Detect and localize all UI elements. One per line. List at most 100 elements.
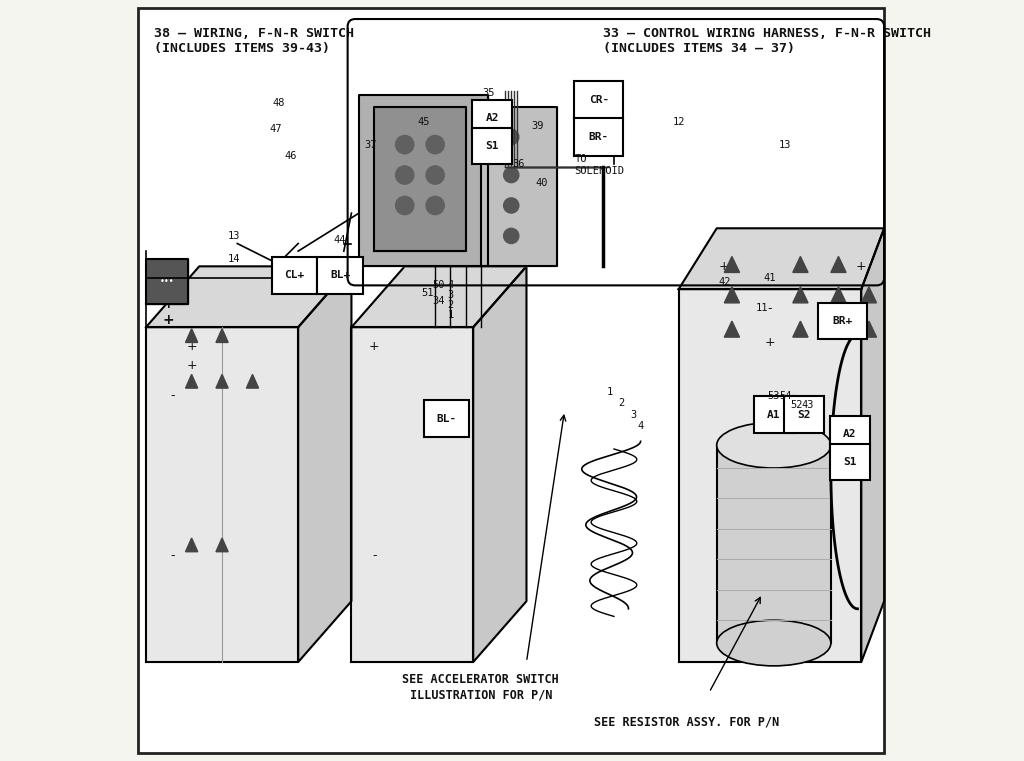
Polygon shape	[679, 289, 861, 662]
Circle shape	[504, 228, 519, 244]
Text: •••: •••	[160, 277, 174, 286]
Text: BR-: BR-	[589, 132, 609, 142]
Text: 3: 3	[630, 409, 636, 420]
Polygon shape	[830, 256, 846, 272]
Text: +: +	[719, 260, 730, 273]
Polygon shape	[724, 287, 739, 303]
Polygon shape	[724, 321, 739, 337]
FancyBboxPatch shape	[830, 416, 869, 452]
Text: 48: 48	[272, 97, 286, 108]
Text: A2: A2	[843, 428, 857, 439]
FancyBboxPatch shape	[424, 400, 469, 437]
Text: 51: 51	[421, 288, 434, 298]
Polygon shape	[351, 266, 526, 327]
Text: 2: 2	[447, 300, 454, 310]
Text: +: +	[856, 260, 866, 273]
Text: +: +	[856, 301, 866, 315]
Text: 13: 13	[227, 231, 240, 241]
Polygon shape	[298, 266, 351, 662]
Polygon shape	[359, 95, 488, 266]
Text: 52: 52	[791, 400, 803, 410]
Polygon shape	[481, 107, 557, 266]
FancyBboxPatch shape	[574, 81, 624, 119]
Polygon shape	[793, 256, 808, 272]
Text: +: +	[163, 298, 175, 311]
Circle shape	[395, 166, 414, 184]
Polygon shape	[185, 374, 198, 388]
Text: 45: 45	[418, 116, 430, 127]
Text: (INCLUDES ITEMS 39-43): (INCLUDES ITEMS 39-43)	[154, 42, 330, 55]
Circle shape	[395, 196, 414, 215]
Text: +: +	[186, 358, 197, 372]
FancyBboxPatch shape	[817, 303, 867, 339]
Text: A1: A1	[767, 409, 780, 420]
Text: -: -	[170, 549, 175, 562]
Text: 1: 1	[607, 387, 613, 397]
Text: 43: 43	[802, 400, 814, 410]
Text: 13: 13	[779, 139, 792, 150]
Text: 36: 36	[513, 158, 525, 169]
Polygon shape	[793, 287, 808, 303]
Text: +: +	[186, 339, 197, 353]
Text: A2: A2	[485, 113, 499, 123]
Text: 14: 14	[227, 253, 240, 264]
Circle shape	[426, 166, 444, 184]
Text: +: +	[369, 339, 380, 353]
Text: S1: S1	[843, 457, 857, 467]
Text: -: -	[859, 332, 863, 345]
Text: TO
SOLENOID: TO SOLENOID	[574, 154, 625, 176]
Circle shape	[426, 196, 444, 215]
Polygon shape	[146, 327, 298, 662]
Text: 33 – CONTROL WIRING HARNESS, F-N-R SWITCH: 33 – CONTROL WIRING HARNESS, F-N-R SWITC…	[602, 27, 931, 40]
Text: 12: 12	[673, 116, 685, 127]
Polygon shape	[374, 107, 466, 251]
Text: -: -	[722, 279, 727, 292]
Polygon shape	[679, 228, 884, 289]
FancyBboxPatch shape	[271, 257, 317, 294]
Text: 4: 4	[447, 280, 454, 291]
Polygon shape	[830, 321, 846, 337]
Polygon shape	[724, 256, 739, 272]
Text: 37: 37	[365, 139, 377, 150]
Circle shape	[504, 129, 519, 145]
Polygon shape	[185, 329, 198, 342]
Text: 3: 3	[447, 290, 454, 301]
Polygon shape	[216, 374, 228, 388]
Polygon shape	[861, 321, 877, 337]
Text: BR+: BR+	[833, 316, 852, 326]
Polygon shape	[216, 538, 228, 552]
Circle shape	[504, 167, 519, 183]
Text: 54: 54	[779, 390, 792, 401]
Text: CL+: CL+	[285, 270, 304, 281]
FancyBboxPatch shape	[754, 396, 794, 433]
Text: -: -	[768, 301, 772, 315]
Text: 41: 41	[764, 272, 776, 283]
Polygon shape	[351, 327, 473, 662]
FancyBboxPatch shape	[830, 444, 869, 480]
Text: SEE RESISTOR ASSY. FOR P/N: SEE RESISTOR ASSY. FOR P/N	[594, 715, 779, 728]
Text: BL-: BL-	[436, 413, 457, 424]
Ellipse shape	[717, 620, 830, 666]
Polygon shape	[146, 259, 187, 304]
FancyBboxPatch shape	[472, 100, 512, 136]
FancyBboxPatch shape	[317, 257, 362, 294]
FancyBboxPatch shape	[472, 128, 512, 164]
Text: +: +	[765, 336, 775, 349]
Text: 44: 44	[334, 234, 346, 245]
Polygon shape	[185, 538, 198, 552]
FancyBboxPatch shape	[784, 396, 824, 433]
Text: BL+: BL+	[330, 270, 350, 281]
Text: 40: 40	[536, 177, 548, 188]
Polygon shape	[793, 321, 808, 337]
Text: 35: 35	[482, 88, 495, 98]
Circle shape	[395, 135, 414, 154]
Polygon shape	[861, 228, 884, 662]
Polygon shape	[247, 374, 259, 388]
Polygon shape	[473, 266, 526, 662]
Text: 39: 39	[531, 120, 544, 131]
Text: 42: 42	[718, 276, 730, 287]
Circle shape	[426, 135, 444, 154]
Polygon shape	[830, 287, 846, 303]
Bar	[717, 445, 830, 643]
Text: 34: 34	[433, 295, 445, 306]
